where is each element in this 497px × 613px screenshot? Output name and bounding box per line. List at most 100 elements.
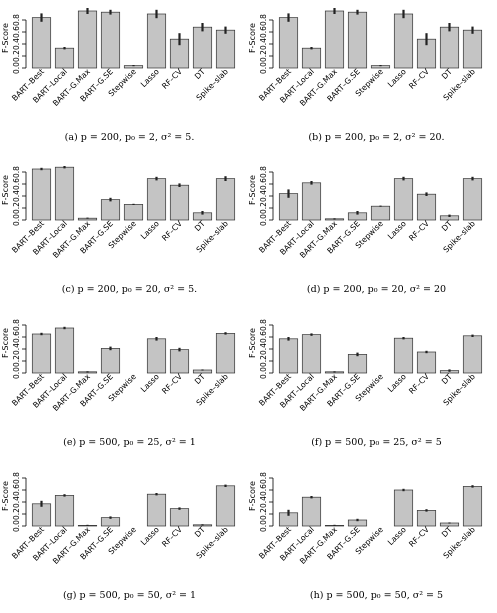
bar-spike-slab [215,178,236,221]
category-label: DT [440,372,454,386]
panel-caption: (g) p = 500, p₀ = 50, σ² = 1 [63,590,196,601]
category-label: DT [193,372,207,386]
bar-dt [192,26,213,69]
chart-panel-b: 0.00.20.40.60.8F-ScoreBART–BestBART–Loca… [248,8,483,143]
bar-bart-local [301,334,322,374]
y-axis-label: F-Score [1,23,10,53]
bar-bart-best [278,17,299,69]
bar-bart-g-se [347,11,368,69]
chart-panel-g: 0.00.20.40.60.8F-ScoreBART–BestBART–Loca… [1,472,236,601]
panel-caption: (c) p = 200, p₀ = 20, σ² = 5. [62,284,197,295]
bar-bart-g-max [77,10,98,69]
bar-spike-slab [462,178,483,221]
bar-bart-best [31,333,52,374]
bar-rf-cv [169,508,190,527]
panel-caption: (b) p = 200, p₀ = 2, σ² = 20. [308,132,444,143]
bar-spike-slab [215,333,236,374]
category-label: Lasso [386,372,408,394]
bar-lasso [393,178,414,221]
bar-rf-cv [416,510,437,527]
chart-panel-h: 0.00.20.40.60.8F-ScoreBART–BestBART–Loca… [248,472,483,601]
y-tick-label: 0.4 [12,190,21,202]
bar-rf-cv [416,193,437,221]
bar-lasso [393,13,414,69]
category-label: DT [440,219,454,233]
bar-bart-local [301,47,322,69]
y-axis-label: F-Score [1,481,10,511]
chart-panel-e: 0.00.20.40.60.8F-ScoreBART–BestBART–Loca… [1,319,236,448]
chart-panel-a: 0.00.20.40.60.8F-ScoreBART–BestBART–Loca… [1,8,236,143]
bar-lasso [146,178,167,221]
category-label: Lasso [139,219,161,241]
bar-lasso [393,489,414,527]
bar-stepwise [123,204,144,221]
y-tick-label: 0.0 [12,62,21,74]
y-axis-label: F-Score [248,175,257,205]
bar-spike-slab [462,486,483,527]
y-tick-label: 0.0 [259,520,268,532]
bar-rf-cv [169,349,190,374]
bar-bart-local [54,47,75,69]
category-label: Lasso [386,219,408,241]
y-tick-label: 0.6 [12,484,21,496]
y-tick-label: 0.0 [12,214,21,226]
bar-lasso [146,493,167,527]
y-axis-label: F-Score [248,328,257,358]
panel-caption: (f) p = 500, p₀ = 25, σ² = 5 [311,437,442,448]
panel-caption: (h) p = 500, p₀ = 50, σ² = 5 [310,590,443,601]
y-tick-label: 0.4 [259,343,268,355]
category-label: RF–CV [160,219,184,243]
y-tick-label: 0.4 [259,496,268,508]
bar-bart-best [31,503,52,527]
y-tick-label: 0.8 [12,319,21,331]
category-label: DT [193,67,207,81]
panel-caption: (a) p = 200, p₀ = 2, σ² = 5. [65,132,195,143]
category-label: DT [440,525,454,539]
y-tick-label: 0.2 [259,202,268,214]
y-tick-label: 0.0 [12,367,21,379]
chart-panel-c: 0.00.20.40.60.8F-ScoreBART–BestBART–Loca… [1,166,236,295]
category-label: Lasso [139,525,161,547]
bar-rf-cv [416,351,437,374]
y-tick-label: 0.8 [12,14,21,26]
bar-bart-g-max [324,10,345,69]
bar-bart-best [31,17,52,69]
bar-bart-local [54,495,75,527]
y-tick-label: 0.4 [259,38,268,50]
bar-bart-g-se [100,11,121,69]
y-tick-label: 0.6 [259,178,268,190]
y-tick-label: 0.4 [12,38,21,50]
y-tick-label: 0.2 [12,508,21,520]
category-label: DT [440,67,454,81]
category-label: DT [193,525,207,539]
category-label: RF–CV [160,372,184,396]
bar-spike-slab [215,485,236,527]
panel-caption: (d) p = 200, p₀ = 20, σ² = 20 [307,284,446,295]
category-label: RF–CV [407,525,431,549]
chart-panel-f: 0.00.20.40.60.8F-ScoreBART–BestBART–Loca… [248,319,483,448]
bar-bart-best [278,338,299,374]
bar-bart-g-se [100,517,121,527]
y-axis-label: F-Score [248,481,257,511]
category-label: Lasso [386,525,408,547]
bar-lasso [146,338,167,374]
y-tick-label: 0.8 [259,166,268,178]
bar-rf-cv [169,184,190,221]
y-tick-label: 0.8 [259,14,268,26]
category-label: RF–CV [407,67,431,91]
bar-bart-best [31,168,52,221]
y-tick-label: 0.0 [259,62,268,74]
y-tick-label: 0.2 [12,355,21,367]
category-label: Lasso [139,372,161,394]
y-tick-label: 0.8 [259,472,268,484]
bar-spike-slab [462,335,483,374]
y-axis-label: F-Score [248,23,257,53]
y-tick-label: 0.4 [259,190,268,202]
category-label: RF–CV [160,67,184,91]
bar-lasso [146,13,167,69]
y-tick-label: 0.6 [259,26,268,38]
y-tick-label: 0.6 [12,331,21,343]
y-tick-label: 0.2 [259,50,268,62]
y-axis-label: F-Score [1,328,10,358]
y-tick-label: 0.0 [259,367,268,379]
